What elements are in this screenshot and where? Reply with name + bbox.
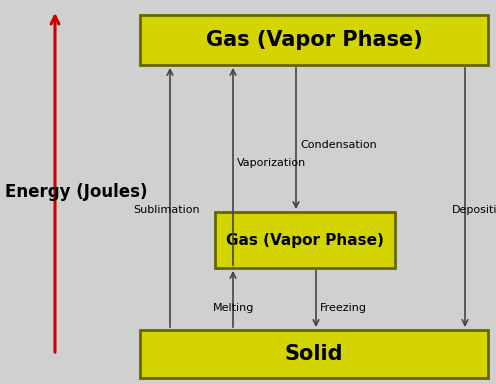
Text: Sublimation: Sublimation: [133, 205, 199, 215]
Text: Deposition: Deposition: [452, 205, 496, 215]
FancyBboxPatch shape: [140, 330, 488, 378]
Text: Solid: Solid: [285, 344, 343, 364]
Text: Energy (Joules): Energy (Joules): [5, 183, 147, 201]
Text: Gas (Vapor Phase): Gas (Vapor Phase): [226, 232, 384, 248]
Text: Vaporization: Vaporization: [237, 158, 306, 168]
Text: Freezing: Freezing: [320, 303, 367, 313]
Text: Condensation: Condensation: [300, 140, 377, 150]
FancyBboxPatch shape: [140, 15, 488, 65]
Text: Melting: Melting: [213, 303, 254, 313]
FancyBboxPatch shape: [215, 212, 395, 268]
Text: Gas (Vapor Phase): Gas (Vapor Phase): [206, 30, 423, 50]
